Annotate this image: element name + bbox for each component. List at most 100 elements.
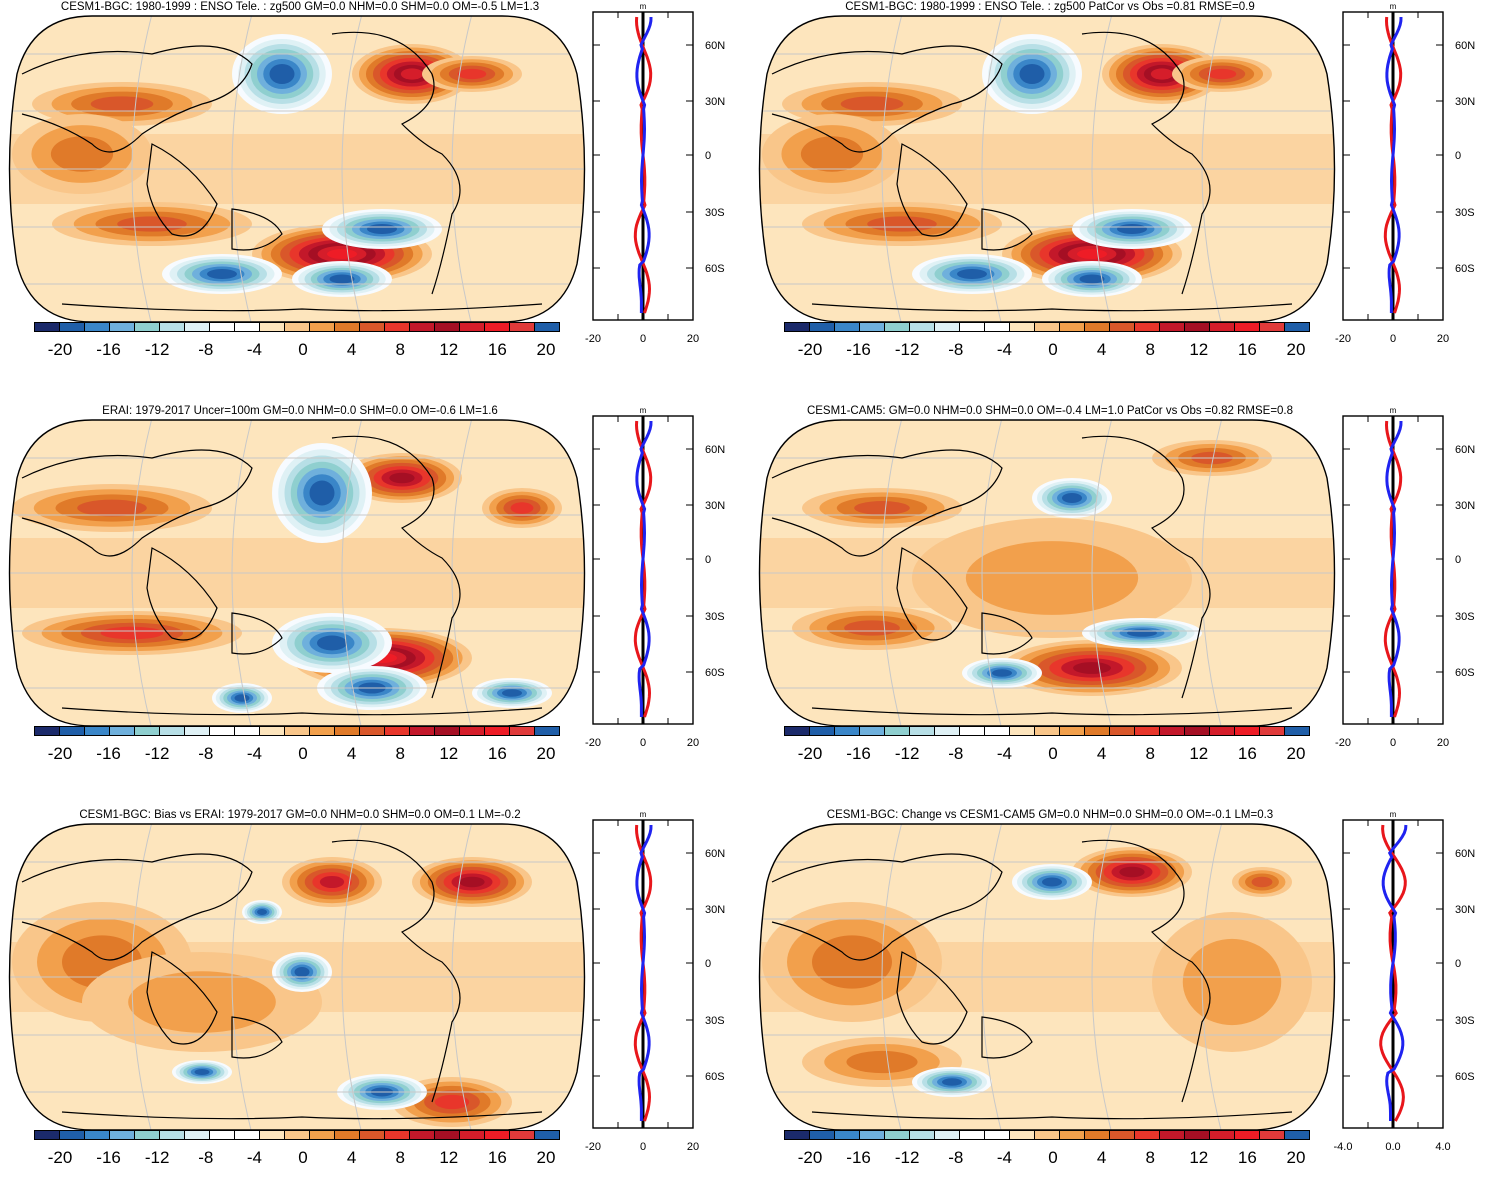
colorbar-tick-label: 4 xyxy=(1096,1148,1107,1167)
panel-5: CESM1-BGC: Bias vs ERAI: 1979-2017 GM=0.… xyxy=(0,808,742,1201)
colorbar-box xyxy=(835,323,860,331)
colorbar-tick-label: 4 xyxy=(346,340,357,359)
colorbar-box xyxy=(235,1131,260,1139)
coastline xyxy=(61,707,543,716)
colorbar-tick-label: -4 xyxy=(996,340,1012,359)
colorbar-box xyxy=(935,727,960,735)
colorbar-tick-label: 4 xyxy=(1096,744,1107,763)
colorbar-box xyxy=(985,727,1010,735)
positive-anomaly xyxy=(434,1094,470,1110)
obs-profile-line xyxy=(1385,16,1403,313)
colorbar-tick-label: -4 xyxy=(246,340,262,359)
colorbar-tick-label: 0 xyxy=(298,340,308,359)
colorbar-box xyxy=(310,323,335,331)
colorbar-box xyxy=(385,1131,410,1139)
lat-tick-label: 60N xyxy=(705,848,725,860)
profile-x-tick-label: 20 xyxy=(687,333,699,345)
colorbar-box xyxy=(385,323,410,331)
coastline xyxy=(331,839,461,1103)
coastline xyxy=(811,303,1293,312)
colorbar-box xyxy=(160,1131,185,1139)
positive-anomaly xyxy=(510,502,534,514)
colorbar-box xyxy=(1260,727,1285,735)
lat-tick-label: 30N xyxy=(705,96,725,108)
negative-anomaly xyxy=(1079,274,1105,284)
colorbar-box xyxy=(935,323,960,331)
profile-units: m xyxy=(640,406,647,415)
colorbar-tick-label: 16 xyxy=(1237,744,1257,763)
positive-anomaly xyxy=(1251,876,1273,888)
lat-tick-label: 0 xyxy=(705,554,711,566)
negative-anomaly xyxy=(207,269,237,279)
colorbar-box xyxy=(510,727,535,735)
colorbar-tick-label: -16 xyxy=(846,1148,871,1167)
panel-title: CESM1-BGC: 1980-1999 : ENSO Tele. : zg50… xyxy=(845,1,1255,13)
coastline xyxy=(231,612,283,655)
colorbar-box xyxy=(360,323,385,331)
positive-anomaly xyxy=(400,68,424,80)
colorbar-tick-label: -4 xyxy=(246,1148,262,1167)
colorbar-box xyxy=(360,727,385,735)
coastline xyxy=(981,208,1033,251)
panel-title: CESM1-CAM5: GM=0.0 NHM=0.0 SHM=0.0 OM=-0… xyxy=(806,405,1294,417)
colorbar-box xyxy=(310,727,335,735)
model-profile-line xyxy=(1379,824,1407,1122)
lat-tick-label: 60N xyxy=(1455,444,1475,456)
colorbar-box xyxy=(285,323,310,331)
positive-anomaly xyxy=(327,249,357,259)
colorbar-tick-label: 20 xyxy=(1286,1148,1306,1167)
colorbar-box xyxy=(135,323,160,331)
negative-anomaly xyxy=(234,694,250,702)
colorbar-box xyxy=(1210,323,1235,331)
colorbar-box xyxy=(485,1131,510,1139)
negative-anomaly xyxy=(329,274,355,284)
colorbar-box xyxy=(1010,323,1035,331)
negative-anomaly xyxy=(317,635,347,651)
coastline xyxy=(1081,435,1211,699)
colorbar-tick-label: -16 xyxy=(96,340,121,359)
profile-x-tick-label: 20 xyxy=(687,1141,699,1153)
lat-tick-label: 0 xyxy=(1455,150,1461,162)
profile-x-tick-label: 20 xyxy=(1437,737,1449,749)
colorbar-tick-label: 12 xyxy=(439,340,459,359)
colorbar-tick-label: -12 xyxy=(894,744,920,763)
colorbar-box xyxy=(1160,1131,1185,1139)
positive-anomaly xyxy=(77,499,147,517)
colorbar-box xyxy=(510,1131,535,1139)
colorbar-box xyxy=(60,1131,85,1139)
colorbar-box xyxy=(435,1131,460,1139)
lat-tick-label: 60N xyxy=(705,40,725,52)
lat-tick-label: 60N xyxy=(705,444,725,456)
profile-x-tick-label: 0 xyxy=(640,737,646,749)
coastline xyxy=(771,449,1003,557)
profile-x-tick-label: -20 xyxy=(585,333,601,345)
colorbar-box xyxy=(35,1131,60,1139)
profile-units: m xyxy=(1390,2,1397,11)
colorbar: -20 -16 -12 -8 -4 0 4 8 12 16 20 xyxy=(34,1130,560,1182)
colorbar-box xyxy=(1110,323,1135,331)
colorbar-box xyxy=(860,1131,885,1139)
negative-anomaly xyxy=(942,1078,962,1086)
profile-x-tick-label: 0 xyxy=(1390,737,1396,749)
positive-anomaly xyxy=(1077,249,1107,259)
positive-anomaly xyxy=(100,626,164,640)
zonal-profile: 60N 30N 0 30S 60S -20 0 20 m xyxy=(1335,406,1475,749)
obs-profile-line xyxy=(635,824,653,1121)
obs-profile-line xyxy=(1381,824,1408,1121)
robinson-map xyxy=(8,419,586,727)
profile-x-tick-label: 0 xyxy=(1390,333,1396,345)
lat-tick-label: 0 xyxy=(705,150,711,162)
lat-tick-label: 60S xyxy=(705,263,725,275)
panel-title: CESM1-BGC: Change vs CESM1-CAM5 GM=0.0 N… xyxy=(826,809,1274,821)
lat-tick-label: 60S xyxy=(1455,263,1475,275)
colorbar-tick-label: 12 xyxy=(1189,340,1209,359)
negative-anomaly xyxy=(502,689,522,697)
colorbar-tick-label: -20 xyxy=(797,1148,823,1167)
colorbar-box xyxy=(1085,323,1110,331)
positive-anomaly xyxy=(812,935,892,989)
colorbar-box xyxy=(410,727,435,735)
robinson-map xyxy=(8,823,586,1131)
colorbar-tick-label: 4 xyxy=(1096,340,1107,359)
lat-tick-label: 60N xyxy=(1455,40,1475,52)
positive-anomaly xyxy=(800,136,864,172)
